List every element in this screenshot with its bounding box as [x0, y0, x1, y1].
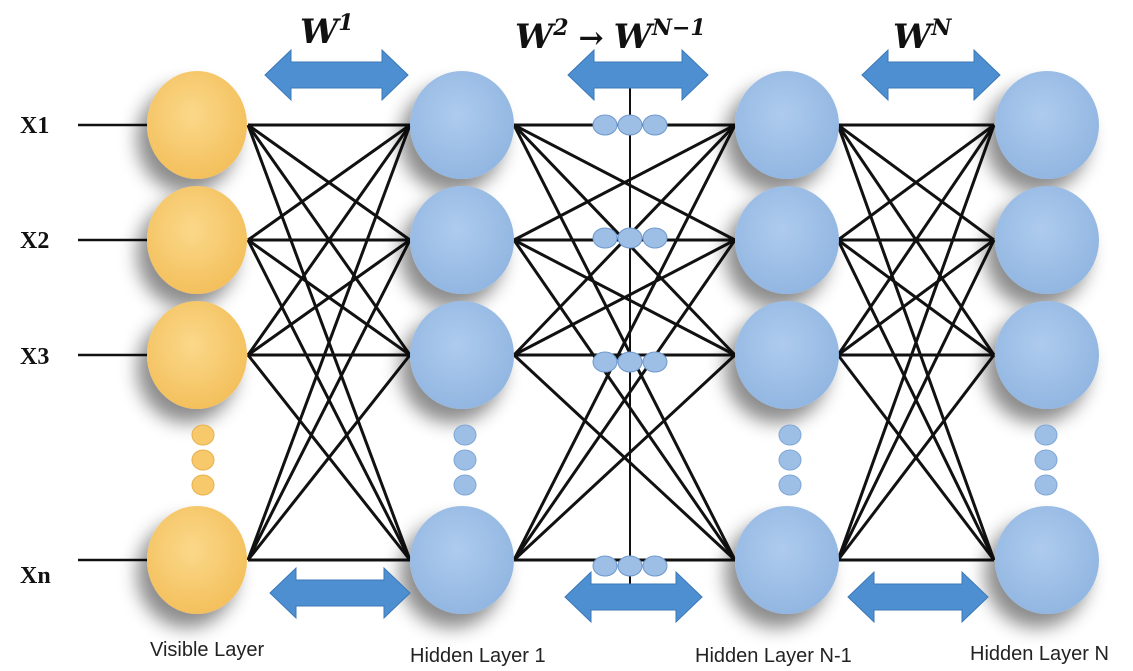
- edge-2-3-1: [836, 239, 996, 561]
- middle-ellipsis-dot-3-1: [617, 555, 643, 577]
- hidden-node-3-3: [995, 506, 1099, 614]
- middle-ellipsis-dot-1-2: [642, 227, 668, 249]
- weight-arrows: [264, 48, 1001, 624]
- layer-label-visible: Visible Layer: [150, 639, 264, 661]
- arrow-w1-bottom: [269, 566, 411, 620]
- visible-node-2: [147, 301, 247, 409]
- middle-ellipsis-dot-2-1: [617, 351, 643, 373]
- arrow-wn-top: [861, 48, 1001, 102]
- middle-ellipsis-dot-0-1: [617, 114, 643, 136]
- weight-label-w1: W1: [300, 10, 354, 52]
- hidden-node-2-3: [735, 506, 839, 614]
- layer-2-ellipsis-dot-1: [778, 449, 802, 471]
- hidden-node-3-0: [995, 71, 1099, 179]
- input-lines: [78, 123, 150, 562]
- middle-ellipsis-dot-1-1: [617, 227, 643, 249]
- edge-0-3-0: [246, 124, 412, 561]
- weight-label-wn: WN: [893, 15, 952, 57]
- input-label-xn: Xn: [20, 563, 51, 589]
- edge-0-2-1: [247, 238, 411, 357]
- hidden-node-2-2: [735, 301, 839, 409]
- layer-label-hidden-n: Hidden Layer N: [970, 643, 1109, 665]
- layer-label-hidden-1: Hidden Layer 1: [410, 645, 546, 667]
- edge-0-3-1: [246, 239, 412, 561]
- visible-node-1: [147, 186, 247, 294]
- edge-1-3-1: [512, 239, 737, 561]
- edge-2-3-2: [836, 354, 996, 561]
- input-label-x1: X1: [20, 113, 49, 139]
- hidden-node-1-2: [410, 301, 514, 409]
- hidden-node-1-3: [410, 506, 514, 614]
- arrow-w2-bottom: [564, 570, 703, 624]
- edge-2-2-0: [836, 124, 996, 356]
- edge-2-2-1: [837, 238, 995, 357]
- middle-ellipsis-dot-2-2: [642, 351, 668, 373]
- input-label-x2: X2: [20, 228, 49, 254]
- arrow-wn-bottom: [847, 570, 989, 624]
- edge-1-2-1: [513, 238, 736, 357]
- layer-1-ellipsis-dot-0: [453, 424, 477, 446]
- layer-label-hidden-n-1: Hidden Layer N-1: [695, 645, 852, 667]
- middle-ellipsis-dot-0-0: [592, 114, 618, 136]
- layer-0-ellipsis-dot-1: [191, 449, 215, 471]
- arrow-w1-top: [264, 48, 409, 102]
- nodes: [147, 71, 1099, 614]
- edge-0-1-0: [247, 123, 411, 242]
- layer-2-ellipsis-dot-2: [778, 474, 802, 496]
- layer-3-ellipsis-dot-1: [1034, 449, 1058, 471]
- layer-1-ellipsis-dot-2: [453, 474, 477, 496]
- edge-2-3-0: [836, 124, 996, 561]
- ellipsis-dots: [191, 114, 1058, 577]
- layer-0-ellipsis-dot-0: [191, 424, 215, 446]
- layer-3-ellipsis-dot-2: [1034, 474, 1058, 496]
- hidden-node-3-1: [995, 186, 1099, 294]
- layer-1-ellipsis-dot-1: [453, 449, 477, 471]
- edge-1-1-0: [513, 123, 736, 242]
- middle-ellipsis-dot-3-2: [642, 555, 668, 577]
- visible-node-0: [147, 71, 247, 179]
- hidden-node-1-0: [410, 71, 514, 179]
- hidden-node-2-0: [735, 71, 839, 179]
- input-label-x3: X3: [20, 344, 49, 370]
- edge-1-3-0: [512, 124, 737, 561]
- arrow-w2-top: [567, 48, 709, 102]
- connections: [246, 75, 996, 600]
- layer-0-ellipsis-dot-2: [191, 474, 215, 496]
- middle-ellipsis-dot-0-2: [642, 114, 668, 136]
- edge-0-2-0: [246, 124, 412, 356]
- middle-ellipsis-dot-1-0: [592, 227, 618, 249]
- weight-label-w2-to-wn-1: W2 → WN−1: [515, 15, 706, 57]
- middle-ellipsis-dot-3-0: [592, 555, 618, 577]
- hidden-node-1-1: [410, 186, 514, 294]
- layer-3-ellipsis-dot-0: [1034, 424, 1058, 446]
- edge-1-3-2: [512, 353, 737, 562]
- edge-2-1-0: [837, 123, 995, 242]
- hidden-node-2-1: [735, 186, 839, 294]
- hidden-node-3-2: [995, 301, 1099, 409]
- visible-node-3: [147, 506, 247, 614]
- layer-2-ellipsis-dot-0: [778, 424, 802, 446]
- middle-ellipsis-dot-2-0: [592, 351, 618, 373]
- edge-0-3-2: [246, 354, 412, 561]
